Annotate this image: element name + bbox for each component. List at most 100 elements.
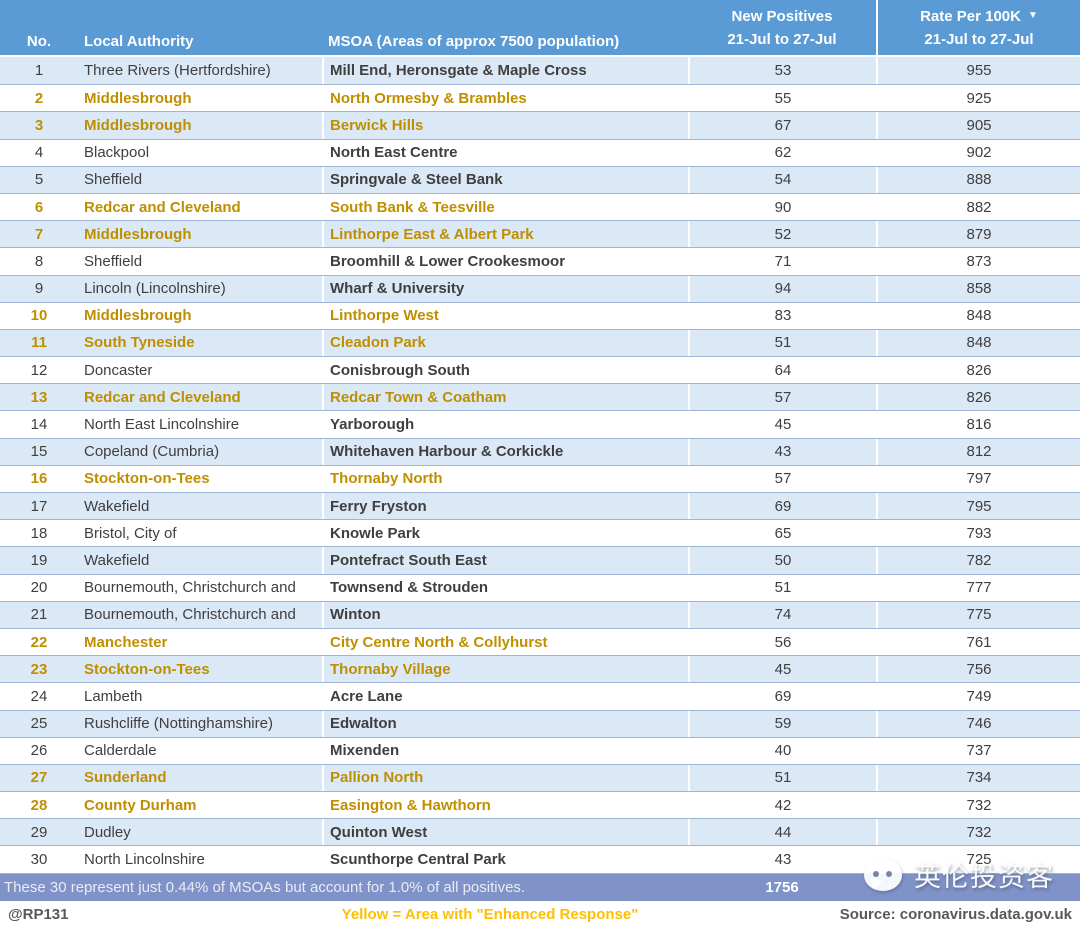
table-row: 4 Blackpool North East Centre 62 902 <box>0 138 1080 166</box>
summary-row: These 30 represent just 0.44% of MSOAs b… <box>0 872 1080 901</box>
msoa-cell: Pontefract South East <box>322 547 688 574</box>
row-number-cell: 6 <box>34 198 44 216</box>
table-row: 11 South Tyneside Cleadon Park 51 848 <box>0 328 1080 357</box>
local-authority-cell: South Tyneside <box>84 334 195 352</box>
rate-per-100k-cell: 848 <box>876 329 1080 357</box>
msoa-cell: North East Centre <box>322 139 688 166</box>
header-positives-label: New Positives <box>731 7 833 25</box>
rate-per-100k-cell: 902 <box>876 139 1080 166</box>
table-row: 2 Middlesbrough North Ormesby & Brambles… <box>0 84 1080 112</box>
table-header: No. Local Authority MSOA (Areas of appro… <box>0 0 1080 57</box>
row-number-cell: 11 <box>31 334 47 352</box>
local-authority-cell: North Lincolnshire <box>84 851 205 869</box>
msoa-cell: Easington & Hawthorn <box>322 792 688 819</box>
new-positives-cell: 90 <box>688 193 876 221</box>
new-positives-cell: 50 <box>688 547 876 574</box>
header-rate-dates: 21-Jul to 27-Jul <box>924 30 1034 48</box>
rate-per-100k-cell: 873 <box>876 248 1080 275</box>
table-row: 9 Lincoln (Lincolnshire) Wharf & Univers… <box>0 274 1080 302</box>
sort-descending-icon[interactable]: ▼ <box>1028 10 1038 21</box>
msoa-cell: Linthorpe East & Albert Park <box>322 221 688 248</box>
new-positives-cell: 51 <box>688 764 876 792</box>
table-row: 19 Wakefield Pontefract South East 50 78… <box>0 546 1080 574</box>
header-positives-dates: 21-Jul to 27-Jul <box>727 30 837 48</box>
msoa-cell: Townsend & Strouden <box>322 574 688 601</box>
new-positives-cell: 51 <box>688 329 876 357</box>
msoa-cell: Yarborough <box>322 411 688 438</box>
local-authority-cell: Middlesbrough <box>84 225 192 243</box>
local-authority-cell: Blackpool <box>84 144 150 162</box>
msoa-cell: Thornaby Village <box>322 656 688 683</box>
new-positives-cell: 43 <box>688 846 876 873</box>
new-positives-cell: 62 <box>688 139 876 166</box>
msoa-cell: Mixenden <box>322 737 688 764</box>
header-local-authority: Local Authority <box>78 0 322 55</box>
header-rate-label: Rate Per 100K <box>920 7 1021 25</box>
new-positives-cell: 64 <box>688 357 876 384</box>
row-number-cell: 2 <box>34 89 44 107</box>
row-number-cell: 13 <box>30 388 48 406</box>
yellow-legend: Yellow = Area with "Enhanced Response" <box>341 906 639 924</box>
row-number-cell: 26 <box>30 742 48 760</box>
table-row: 10 Middlesbrough Linthorpe West 83 848 <box>0 301 1080 329</box>
row-number-cell: 30 <box>30 851 48 869</box>
new-positives-cell: 74 <box>688 601 876 628</box>
local-authority-cell: Doncaster <box>84 361 153 379</box>
rate-per-100k-cell: 905 <box>876 112 1080 139</box>
new-positives-cell: 71 <box>688 248 876 275</box>
msoa-cell: South Bank & Teesville <box>322 193 688 221</box>
msoa-cell: Knowle Park <box>322 520 688 547</box>
new-positives-cell: 53 <box>688 57 876 85</box>
rate-per-100k-cell: 777 <box>876 574 1080 601</box>
row-number-cell: 12 <box>30 361 48 379</box>
rate-per-100k-cell: 737 <box>876 737 1080 764</box>
new-positives-cell: 45 <box>688 411 876 438</box>
local-authority-cell: Redcar and Cleveland <box>84 198 241 216</box>
new-positives-cell: 67 <box>688 112 876 139</box>
rate-per-100k-cell: 732 <box>876 792 1080 819</box>
new-positives-cell: 40 <box>688 737 876 764</box>
rate-per-100k-cell: 793 <box>876 520 1080 547</box>
data-source: Source: coronavirus.data.gov.uk <box>839 906 1072 924</box>
local-authority-cell: Bournemouth, Christchurch and <box>84 606 296 624</box>
local-authority-cell: Bournemouth, Christchurch and <box>84 579 296 597</box>
table-row: 25 Rushcliffe (Nottinghamshire) Edwalton… <box>0 709 1080 737</box>
row-number-cell: 21 <box>30 606 48 624</box>
rate-per-100k-cell: 775 <box>876 601 1080 628</box>
table-row: 28 County Durham Easington & Hawthorn 42… <box>0 791 1080 819</box>
author-handle: @RP131 <box>8 906 69 924</box>
rate-per-100k-cell: 826 <box>876 357 1080 384</box>
local-authority-cell: Lambeth <box>84 687 143 705</box>
rate-per-100k-cell: 858 <box>876 275 1080 302</box>
row-number-cell: 28 <box>30 796 48 814</box>
local-authority-cell: Bristol, City of <box>84 524 177 542</box>
row-number-cell: 23 <box>30 660 48 678</box>
table-row: 23 Stockton-on-Tees Thornaby Village 45 … <box>0 655 1080 683</box>
table-row: 14 North East Lincolnshire Yarborough 45… <box>0 410 1080 438</box>
header-no-label: No. <box>26 33 52 50</box>
rate-per-100k-cell: 812 <box>876 438 1080 465</box>
table-row: 21 Bournemouth, Christchurch and Winton … <box>0 600 1080 628</box>
header-la-label: Local Authority <box>84 33 194 50</box>
table-row: 13 Redcar and Cleveland Redcar Town & Co… <box>0 383 1080 411</box>
local-authority-cell: Lincoln (Lincolnshire) <box>84 280 226 298</box>
local-authority-cell: County Durham <box>84 796 197 814</box>
row-number-cell: 24 <box>30 687 48 705</box>
table-row: 6 Redcar and Cleveland South Bank & Tees… <box>0 192 1080 221</box>
local-authority-cell: Three Rivers (Hertfordshire) <box>84 62 271 80</box>
row-number-cell: 14 <box>30 416 48 434</box>
row-number-cell: 25 <box>30 715 48 733</box>
new-positives-cell: 51 <box>688 574 876 601</box>
msoa-cell: Whitehaven Harbour & Corkickle <box>322 438 688 465</box>
header-rate-per-100k[interactable]: Rate Per 100K ▼ 21-Jul to 27-Jul <box>876 0 1080 55</box>
msoa-cell: Acre Lane <box>322 683 688 710</box>
new-positives-cell: 65 <box>688 520 876 547</box>
table-row: 22 Manchester City Centre North & Collyh… <box>0 627 1080 656</box>
local-authority-cell: Wakefield <box>84 497 150 515</box>
msoa-cell: Scunthorpe Central Park <box>322 846 688 873</box>
rate-per-100k-cell: 795 <box>876 493 1080 520</box>
table-row: 30 North Lincolnshire Scunthorpe Central… <box>0 845 1080 873</box>
table-row: 15 Copeland (Cumbria) Whitehaven Harbour… <box>0 437 1080 465</box>
table-row: 17 Wakefield Ferry Fryston 69 795 <box>0 492 1080 520</box>
